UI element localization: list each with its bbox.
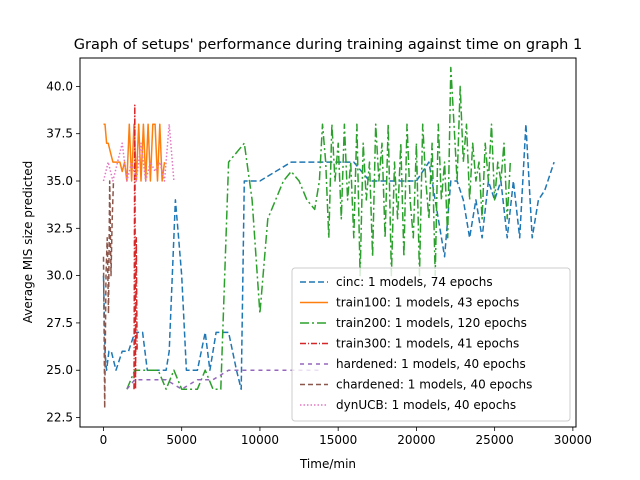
legend-box (291, 267, 571, 422)
series-line-6 (102, 123, 175, 182)
y-tick-label: 37.5 (46, 127, 73, 141)
y-tick-label: 25.0 (46, 363, 73, 377)
y-tick-label: 30.0 (46, 269, 73, 283)
series-line-5 (102, 180, 115, 409)
series-line-0 (102, 123, 555, 390)
x-tick-label: 20000 (397, 433, 435, 447)
x-tick-label: 25000 (476, 433, 514, 447)
x-axis-label: Time/min (299, 457, 356, 471)
x-tick-label: 30000 (554, 433, 592, 447)
y-tick-label: 27.5 (46, 316, 73, 330)
y-tick-label: 22.5 (46, 411, 73, 425)
legend-entry: hardened: 1 models, 40 epochs (336, 357, 526, 371)
x-tick-label: 5000 (166, 433, 197, 447)
legend-entry: cinc: 1 models, 74 epochs (336, 275, 493, 289)
legend-entry: train200: 1 models, 120 epochs (336, 316, 527, 330)
y-tick-label: 40.0 (46, 79, 73, 93)
series-line-3 (133, 104, 138, 390)
x-tick-label: 0 (100, 433, 108, 447)
series-line-4 (126, 369, 323, 390)
x-tick-label: 15000 (319, 433, 357, 447)
chart-title: Graph of setups' performance during trai… (74, 37, 582, 53)
x-axis: 0 5000 10000 15000 20000 25000 30000 (100, 427, 592, 447)
series-line-2 (126, 66, 512, 390)
y-axis-label: Average MIS size predicted (21, 161, 35, 323)
legend-entry: train100: 1 models, 43 epochs (336, 296, 519, 310)
legend: cinc: 1 models, 74 epochs train100: 1 mod… (291, 267, 571, 422)
plot-frame (79, 57, 577, 428)
y-axis: 22.5 25.0 27.5 30.0 32.5 35.0 37.5 40.0 (46, 79, 80, 425)
legend-entry: train300: 1 models, 41 epochs (336, 337, 519, 351)
x-tick-label: 10000 (241, 433, 279, 447)
y-tick-label: 32.5 (46, 221, 73, 235)
legend-entry: chardened: 1 models, 40 epochs (336, 378, 532, 392)
legend-entry: dynUCB: 1 models, 40 epochs (336, 398, 516, 412)
y-tick-label: 35.0 (46, 174, 73, 188)
series-line-1 (103, 123, 166, 182)
series-layer (102, 66, 555, 409)
